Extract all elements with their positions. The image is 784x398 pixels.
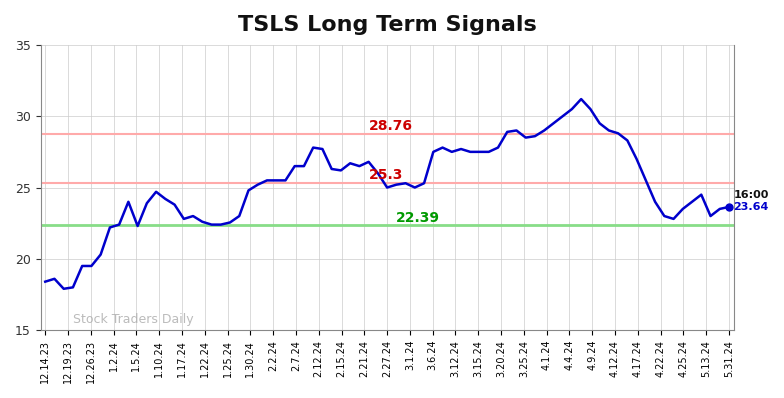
Text: 16:00: 16:00 [734,190,769,200]
Text: 28.76: 28.76 [368,119,412,133]
Text: 25.3: 25.3 [368,168,403,182]
Text: Stock Traders Daily: Stock Traders Daily [73,313,194,326]
Text: 23.64: 23.64 [734,202,769,212]
Text: 22.39: 22.39 [397,211,441,225]
Title: TSLS Long Term Signals: TSLS Long Term Signals [238,15,536,35]
